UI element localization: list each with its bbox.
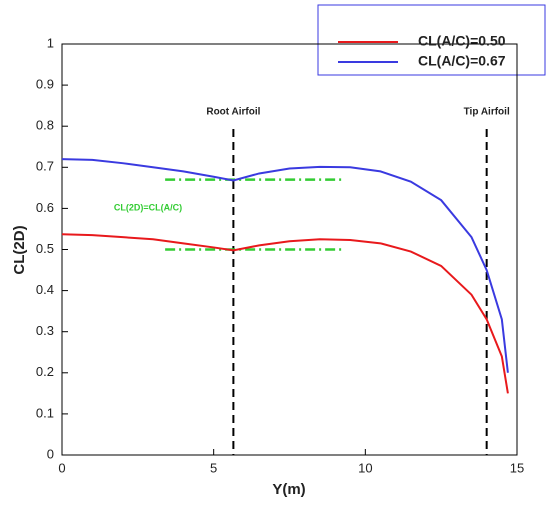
- reference-label: Tip Airfoil: [464, 107, 510, 118]
- series-line: [61, 233, 509, 394]
- legend-label: CL(A/C)=0.67: [418, 53, 506, 69]
- y-tick-label: 0.5: [36, 241, 54, 256]
- y-tick-label: 1: [47, 35, 54, 50]
- x-axis-label: Y(m): [272, 481, 305, 498]
- reference-label: Root Airfoil: [206, 107, 260, 118]
- x-tick-label: 15: [510, 460, 524, 475]
- series-line: [61, 158, 509, 373]
- y-tick-label: 0: [47, 446, 54, 461]
- y-tick-label: 0.9: [36, 77, 54, 92]
- y-tick-label: 0.1: [36, 405, 54, 420]
- y-tick-label: 0.7: [36, 159, 54, 174]
- x-tick-label: 0: [58, 460, 65, 475]
- y-axis-label: CL(2D): [11, 225, 28, 274]
- annotation: CL(2D)=CL(A/C): [114, 202, 182, 212]
- legend-box: [317, 4, 546, 76]
- y-tick-label: 0.2: [36, 364, 54, 379]
- y-tick-label: 0.6: [36, 200, 54, 215]
- x-tick-label: 5: [210, 460, 217, 475]
- x-tick-label: 10: [358, 460, 372, 475]
- legend-label: CL(A/C)=0.50: [418, 33, 506, 49]
- y-tick-label: 0.4: [36, 282, 54, 297]
- y-tick-label: 0.8: [36, 118, 54, 133]
- y-tick-label: 0.3: [36, 323, 54, 338]
